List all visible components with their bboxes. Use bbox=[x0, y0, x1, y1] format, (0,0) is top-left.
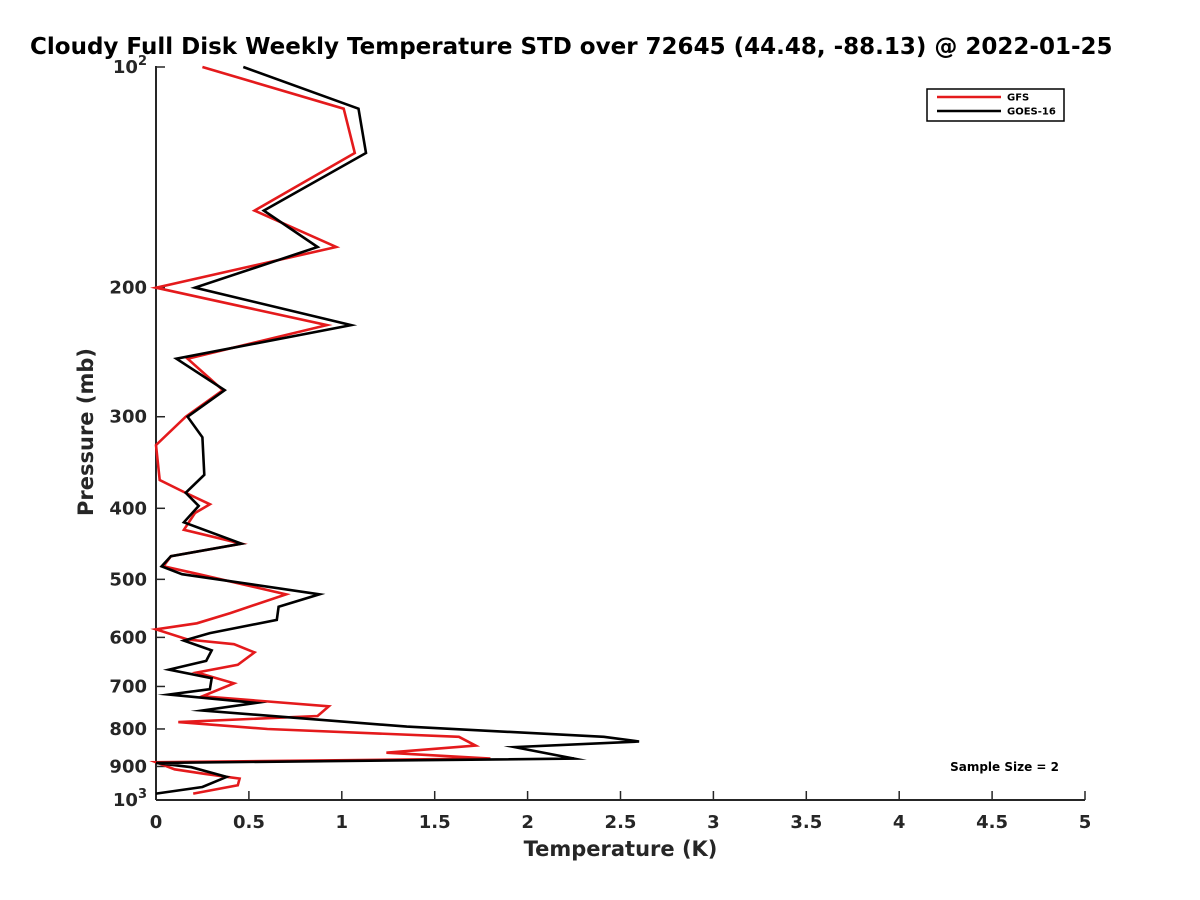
legend-box bbox=[926, 88, 1065, 122]
chart-title: Cloudy Full Disk Weekly Temperature STD … bbox=[30, 34, 1113, 60]
y-tick-label: 103 bbox=[113, 787, 147, 811]
x-tick-label: 3.5 bbox=[790, 812, 822, 833]
y-tick-label: 400 bbox=[109, 498, 147, 519]
series-line-goes-16 bbox=[155, 65, 640, 795]
x-tick-label: 4 bbox=[893, 812, 906, 833]
y-tick-label: 700 bbox=[109, 676, 147, 697]
y-axis-label: Pressure (mb) bbox=[74, 348, 98, 516]
legend-label: GFS bbox=[1007, 93, 1029, 104]
x-tick-label: 4.5 bbox=[976, 812, 1008, 833]
legend-label: GOES-16 bbox=[1007, 107, 1056, 118]
x-tick-label: 0.5 bbox=[233, 812, 265, 833]
y-tick-label: 200 bbox=[109, 278, 147, 299]
y-tick-label: 102 bbox=[113, 54, 147, 78]
x-tick-label: 2.5 bbox=[605, 812, 637, 833]
y-tick-label: 900 bbox=[109, 756, 147, 777]
y-tick-label: 600 bbox=[109, 627, 147, 648]
x-tick-label: 3 bbox=[707, 812, 720, 833]
x-tick-label: 0 bbox=[150, 812, 163, 833]
y-tick-label: 500 bbox=[109, 569, 147, 590]
series-line-gfs bbox=[149, 65, 491, 795]
x-tick-label: 1 bbox=[336, 812, 349, 833]
plot-area: 0 0.5 1 1.5 2 2.5 3 3.5 4 4.5 5 102 200 300 400 500 600 7… bbox=[109, 54, 1091, 833]
x-tick-label: 2 bbox=[521, 812, 534, 833]
x-axis-label: Temperature (K) bbox=[524, 837, 718, 861]
y-tick-label: 800 bbox=[109, 719, 147, 740]
x-tick-label: 1.5 bbox=[419, 812, 451, 833]
sample-size-annotation: Sample Size = 2 bbox=[950, 760, 1059, 774]
x-tick-label: 5 bbox=[1079, 812, 1092, 833]
y-tick-label: 300 bbox=[109, 407, 147, 428]
